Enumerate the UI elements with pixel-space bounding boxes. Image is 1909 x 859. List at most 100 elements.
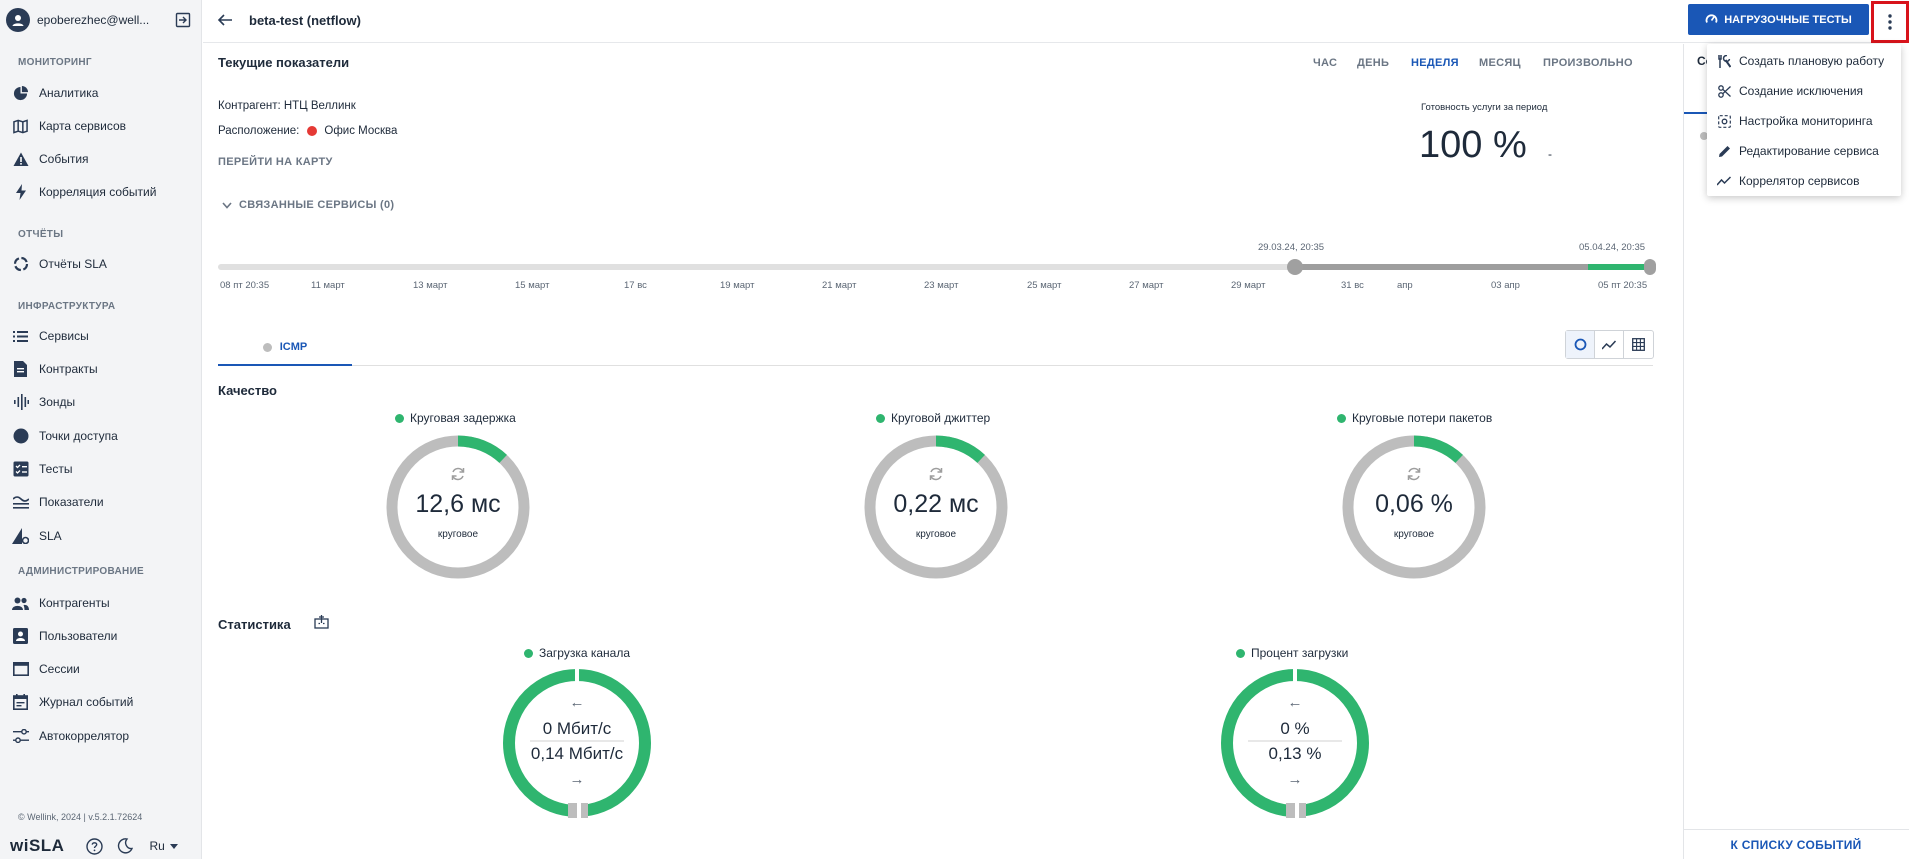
sidebar-item-sla[interactable]: SLA: [12, 523, 198, 549]
chart-label: Загрузка канала: [539, 646, 631, 660]
user-row[interactable]: epoberezhec@well...: [6, 8, 196, 32]
avatar[interactable]: [6, 8, 30, 32]
sidebar-item-users[interactable]: Пользователи: [12, 623, 198, 649]
sidebar-item-service-map[interactable]: Карта сервисов: [12, 113, 198, 139]
table-icon: [1632, 338, 1645, 351]
sidebar-item-metrics[interactable]: Показатели: [12, 489, 198, 515]
timeline-track[interactable]: [218, 264, 1653, 270]
timeline-start-handle[interactable]: [1287, 259, 1303, 275]
period-week[interactable]: НЕДЕЛЯ: [1411, 57, 1459, 69]
chart-title-packet-loss: Круговые потери пакетов: [1337, 411, 1492, 425]
arrow-left-icon: ←: [569, 694, 585, 711]
sidebar-item-probes[interactable]: Зонды: [12, 389, 198, 415]
timeline-tick: 05 пт 20:35: [1598, 280, 1648, 291]
menu-item-create-exception[interactable]: Создание исключения: [1707, 76, 1901, 106]
more-menu-button[interactable]: [1871, 1, 1909, 43]
menu-item-monitoring-settings[interactable]: Настройка мониторинга: [1707, 106, 1901, 136]
access-point-icon: [12, 428, 29, 445]
section-monitoring: МОНИТОРИНГ: [18, 57, 92, 68]
jitter-sub: круговое: [915, 529, 957, 540]
tools-icon: [1717, 54, 1731, 68]
report-icon: [12, 256, 29, 273]
load-tests-button[interactable]: НАГРУЗОЧНЫЕ ТЕСТЫ: [1688, 4, 1869, 35]
menu-item-edit-service[interactable]: Редактирование сервиса: [1707, 136, 1901, 166]
donut-view-button[interactable]: [1566, 331, 1595, 358]
sidebar-item-label: Пользователи: [39, 629, 118, 643]
location-value: Офис Москва: [324, 125, 398, 137]
range-start-label: 29.03.24, 20:35: [1258, 242, 1325, 253]
menu-item-service-correlator[interactable]: Коррелятор сервисов: [1707, 166, 1901, 196]
donut-fill-packet-loss: [1342, 435, 1486, 579]
header: beta-test (netflow): [203, 0, 1909, 43]
sidebar-item-contractors[interactable]: Контрагенты: [12, 590, 198, 616]
timeline-end-handle[interactable]: [1644, 259, 1656, 275]
sidebar-item-sessions[interactable]: Сессии: [12, 656, 198, 682]
language-select[interactable]: Ru: [149, 839, 178, 853]
menu-item-label: Редактирование сервиса: [1739, 144, 1879, 158]
sidebar-item-label: Отчёты SLA: [39, 257, 107, 271]
timeline-tick: 25 март: [1027, 280, 1062, 291]
calendar-icon: [12, 694, 29, 711]
related-services-toggle[interactable]: СВЯЗАННЫЕ СЕРВИСЫ (0): [222, 199, 394, 211]
section-infrastructure: ИНФРАСТРУКТУРА: [18, 301, 116, 312]
page-title: beta-test (netflow): [249, 13, 361, 28]
sidebar-item-access-points[interactable]: Точки доступа: [12, 423, 198, 449]
donut-channel-load: [503, 668, 651, 818]
period-custom[interactable]: ПРОИЗВОЛЬНО: [1543, 57, 1633, 69]
sidebar-item-sla-reports[interactable]: Отчёты SLA: [12, 251, 198, 277]
timeline-tick: 15 март: [515, 280, 550, 291]
donut-view-icon: [1574, 338, 1587, 351]
line-view-button[interactable]: [1595, 331, 1624, 358]
chart-title-latency: Круговая задержка: [395, 411, 516, 425]
events-list-link[interactable]: К СПИСКУ СОБЫТИЙ: [1683, 829, 1909, 859]
sidebar-item-label: Сервисы: [39, 329, 89, 343]
trend-icon: [1717, 174, 1731, 188]
dark-mode-icon[interactable]: [117, 838, 134, 854]
packet-loss-sub: круговое: [1393, 529, 1435, 540]
sidebar-item-label: Зонды: [39, 395, 76, 409]
location-row: Расположение: Офис Москва: [218, 125, 397, 137]
sidebar: epoberezhec@well... МОНИТОРИНГ Аналитика…: [0, 0, 202, 859]
chart-label: Круговой джиттер: [891, 411, 991, 425]
sidebar-item-tests[interactable]: Тесты: [12, 456, 198, 482]
go-to-map-link[interactable]: ПЕРЕЙТИ НА КАРТУ: [218, 156, 333, 168]
sidebar-item-correlation[interactable]: Корреляция событий: [12, 179, 198, 205]
sidebar-item-events[interactable]: События: [12, 146, 198, 172]
logout-icon[interactable]: [174, 11, 192, 29]
arrow-right-icon: →: [569, 771, 585, 788]
sidebar-item-autocorrelator[interactable]: Автокоррелятор: [12, 723, 198, 749]
status-dot: [876, 413, 885, 423]
chart-title-channel-load: Загрузка канала: [524, 646, 630, 660]
sidebar-item-label: Аналитика: [39, 86, 99, 100]
timeline-tick: 27 март: [1129, 280, 1164, 291]
sidebar-item-event-log[interactable]: Журнал событий: [12, 689, 198, 715]
period-day[interactable]: ДЕНЬ: [1357, 57, 1390, 69]
timeline-tick: апр: [1397, 280, 1413, 291]
list-icon: [12, 328, 29, 345]
period-hour[interactable]: ЧАС: [1313, 57, 1338, 69]
table-view-button[interactable]: [1624, 331, 1653, 358]
sidebar-item-contracts[interactable]: Контракты: [12, 356, 198, 382]
more-menu: Создать плановую работу Создание исключе…: [1707, 44, 1901, 196]
period-month[interactable]: МЕСЯЦ: [1479, 57, 1521, 69]
panel-dot: [1700, 132, 1708, 140]
copyright: © Wellink, 2024 | v.5.2.1.72624: [18, 812, 143, 822]
window-icon: [12, 661, 29, 678]
back-arrow-icon[interactable]: [217, 12, 233, 28]
tab-icmp[interactable]: ICMP: [218, 330, 352, 366]
chevron-down-icon: [169, 843, 178, 849]
refresh-icon: [1406, 466, 1422, 482]
menu-item-create-planned-work[interactable]: Создать плановую работу: [1707, 46, 1901, 76]
tab-status-dot: [262, 342, 272, 352]
pie-chart-icon: [12, 85, 29, 102]
sidebar-item-analytics[interactable]: Аналитика: [12, 80, 198, 106]
channel-load-in: 0 Мбит/с: [542, 719, 612, 738]
user-name: epoberezhec@well...: [37, 13, 150, 27]
sidebar-item-services[interactable]: Сервисы: [12, 323, 198, 349]
chart-title-load-percent: Процент загрузки: [1236, 646, 1348, 660]
latency-sub: круговое: [437, 529, 479, 540]
sidebar-item-label: Точки доступа: [39, 429, 118, 443]
export-icon[interactable]: [314, 614, 329, 629]
menu-item-label: Коррелятор сервисов: [1739, 174, 1860, 188]
help-icon[interactable]: [86, 837, 104, 855]
